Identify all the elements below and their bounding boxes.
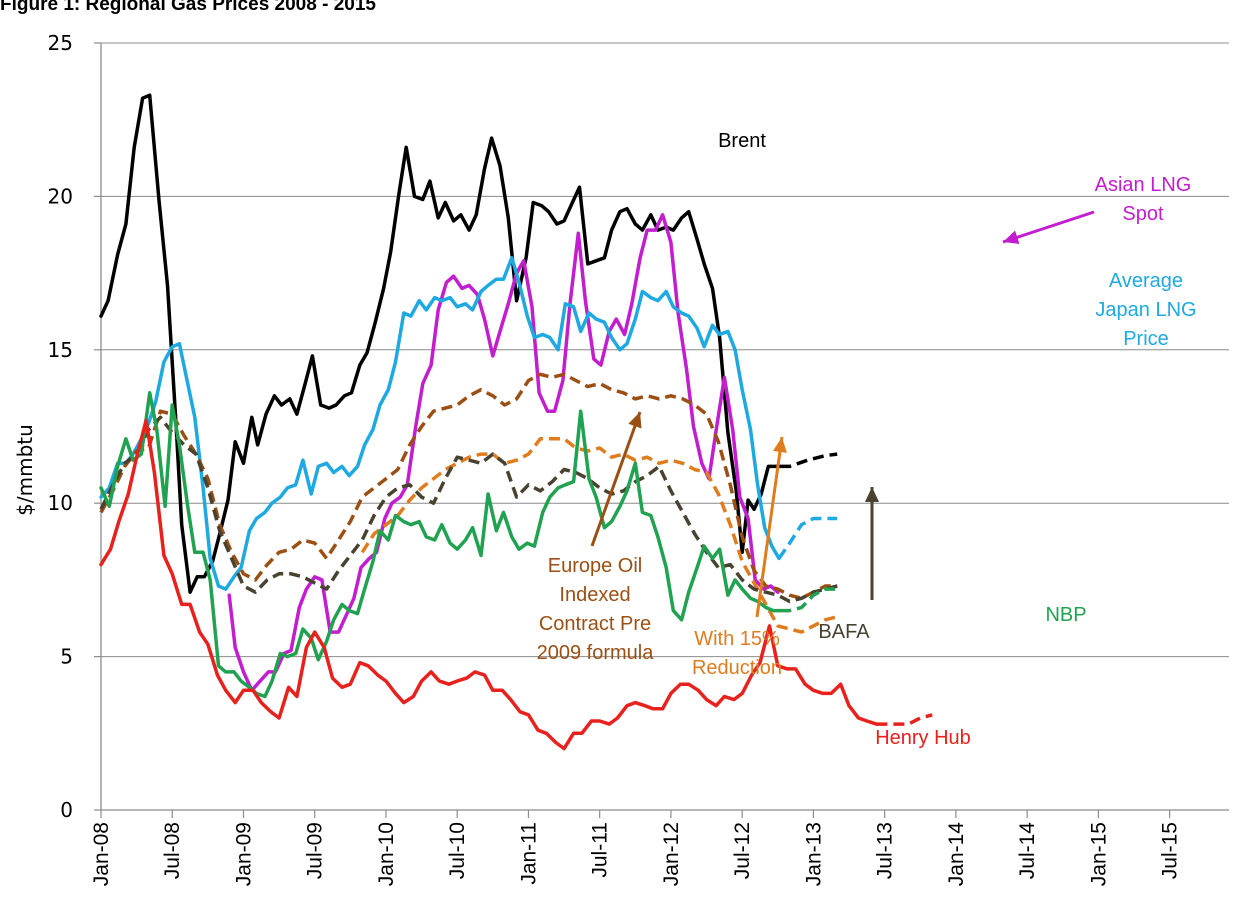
y-tick-label: 25 [48,31,73,55]
series-average-japan-lng-price [99,256,781,591]
x-tick-label: Jan-08 [90,822,113,886]
x-tick-label: Jan-10 [375,822,398,886]
label-nbp: NBP [1045,604,1086,626]
label-nbp-line: NBP [1045,604,1086,626]
label-henry-hub-line: Henry Hub [875,727,971,749]
x-tick-label: Jul-08 [161,822,184,879]
x-tick-label: Jul-14 [1016,822,1039,880]
y-tick-label: 20 [48,184,73,208]
series-europe-oil-indexed-contract-pre-2009-formula [99,372,838,601]
axes: 0 5 10 15 20 25 Jan-08 Jul-08 Jan-09 Jul-09 Jan-10… [48,31,1229,886]
y-tick-label: 0 [60,798,73,822]
label-europe-oil-indexed-line: Contract Pre [539,613,651,635]
series-brent-projection [780,452,838,469]
series-brent [99,93,782,594]
series-nbp-projection [780,587,838,613]
x-tick-label: Jul-13 [874,822,897,879]
x-tick-label: Jan-14 [945,822,968,887]
series-average-japan-lng-price-projection [777,516,838,560]
label-bafa: BAFA [818,621,870,643]
x-tick-label: Jul-12 [731,822,754,879]
x-tick-label: Jan-12 [660,822,683,886]
label-europe-oil-indexed-line: Indexed [559,584,630,606]
y-tick-label: 15 [48,338,73,362]
label-brent: Brent [718,130,766,152]
annotation-arrows [590,210,1095,618]
asian-lng-arrow [1002,210,1095,244]
label-average-japan-lng-price-line: Price [1123,328,1169,350]
x-tick-label: Jul-11 [589,822,612,878]
x-tick-label: Jul-15 [1159,822,1182,879]
reduction-arrow-head [773,437,787,453]
x-tick-label: Jan-15 [1087,822,1110,886]
asian-lng-arrow-head [1003,230,1020,244]
annotation-labels: Brent Asian LNG Spot Average Japan LNG Price E… [537,130,1197,749]
chart-title: Figure 1: Regional Gas Prices 2008 - 201… [0,0,376,15]
y-tick-label: 5 [60,645,73,669]
x-tick-label: Jan-13 [802,822,825,886]
x-tick-label: Jul-09 [304,822,327,879]
label-henry-hub: Henry Hub [875,727,971,749]
x-tick-label: Jan-09 [232,822,255,886]
label-asian-lng-spot-line: Spot [1122,203,1164,225]
label-with-15-reduction: With 15% Reduction [692,628,782,679]
series-lines [99,93,933,751]
bafa-arrow-head [865,487,879,502]
label-europe-oil-indexed: Europe Oil Indexed Contract Pre 2009 formul… [537,555,655,664]
series-nbp [99,391,782,699]
label-asian-lng-spot-line: Asian LNG [1095,174,1192,196]
label-europe-oil-indexed-line: Europe Oil [548,555,643,577]
series-with-15-reduction [360,437,838,634]
gridlines [101,42,1229,658]
label-brent-line: Brent [718,130,766,152]
series-asian-lng-spot [227,213,780,693]
series-bafa [99,415,838,604]
x-tick-label: Jul-10 [446,822,469,879]
label-with-15-reduction-line: Reduction [692,657,782,679]
label-average-japan-lng-price: Average Japan LNG Price [1095,270,1196,350]
label-average-japan-lng-price-line: Japan LNG [1095,299,1196,321]
series-henry-hub [99,418,879,751]
y-tick-label: 10 [48,491,73,515]
label-average-japan-lng-price-line: Average [1109,270,1183,292]
label-europe-oil-indexed-line: 2009 formula [537,642,655,664]
reduction-arrow [755,436,784,618]
label-bafa-line: BAFA [818,621,870,643]
label-asian-lng-spot: Asian LNG Spot [1095,174,1192,225]
europe-oil-arrow [590,411,642,547]
series-henry-hub-projection [876,713,933,726]
y-axis-label: $/mmbtu [13,424,37,516]
label-with-15-reduction-line: With 15% [694,628,780,650]
x-tick-label: Jan-11 [517,822,540,885]
europe-oil-arrow-head [628,412,642,429]
